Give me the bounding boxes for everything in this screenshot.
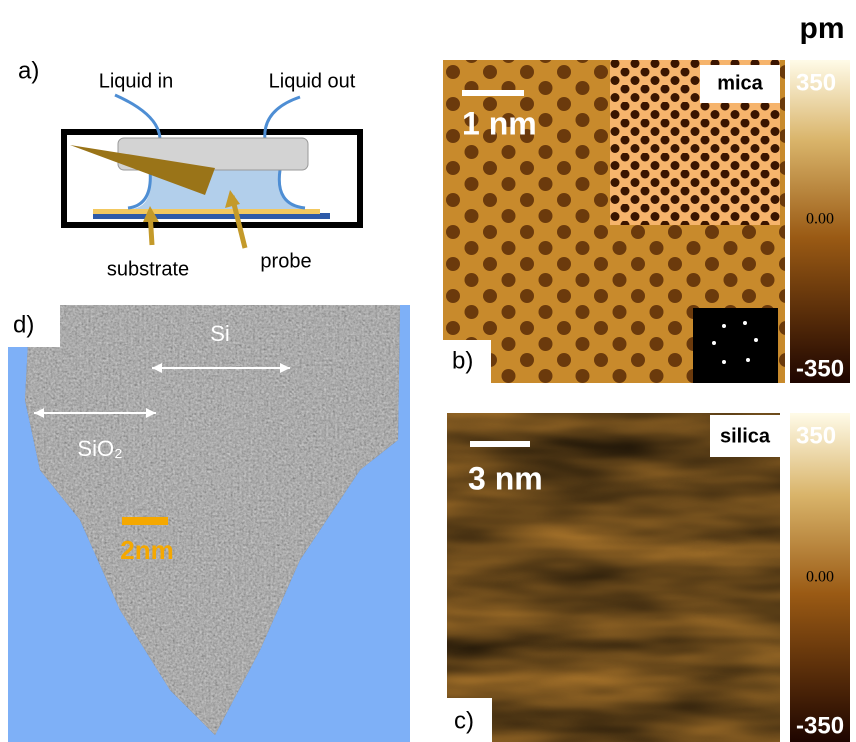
sample-label: silica [720,425,771,447]
colorbar-label: 0.00 [806,211,834,228]
label: Si [210,321,230,346]
label: SiO₂ [77,436,122,461]
fft-spots [712,321,758,364]
fft-spot [746,358,750,362]
scale-label: 3 nm [468,460,543,496]
afm-texture [447,413,780,742]
sample-label: mica [717,72,763,94]
label: Liquid out [269,70,356,92]
label: probe [260,250,311,272]
scale-label: 1 nm [462,105,537,141]
scale-bar [470,441,530,447]
label: Liquid in [99,70,174,92]
colorbar-label: -350 [796,712,844,739]
unit-label: pm [800,12,845,45]
substrate-base [93,213,330,219]
label-box [700,65,780,103]
colorbar-label: 350 [796,69,836,96]
label-box [710,415,780,457]
fft-spot [722,360,726,364]
scale-bar [122,517,168,525]
label: substrate [107,258,189,280]
fft-spot [754,338,758,342]
panel-label: d) [13,311,34,338]
colorbar-label: 0.00 [806,569,834,586]
arrowhead [143,190,240,222]
afm-image [447,413,780,742]
fft-spot [712,341,716,345]
scale-bar [462,90,524,96]
substrate [93,209,320,214]
fft-inset [693,308,778,383]
tubing [114,93,306,210]
colorbar [790,60,850,383]
panel-label: a) [18,57,39,84]
colorbar-label: -350 [796,355,844,382]
fft-spot [743,321,747,325]
label-box [443,340,491,383]
colorbar [790,413,850,742]
cell [61,129,363,228]
scale-label: 2nm [120,535,173,565]
label-box [447,698,492,742]
probe [70,145,215,195]
label-box [8,305,60,347]
panel-label: b) [452,347,473,374]
span-arrow [34,367,290,414]
panel-label: c) [454,707,474,734]
fft-spot [722,324,726,328]
colorbar-label: 350 [796,422,836,449]
